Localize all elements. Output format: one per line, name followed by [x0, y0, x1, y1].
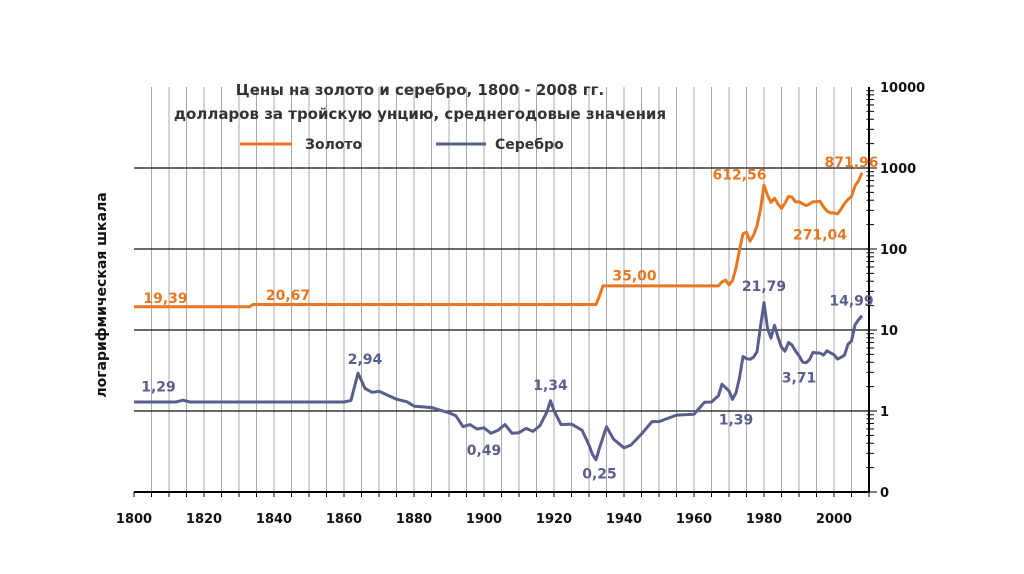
data-label: 1,29 [141, 380, 176, 396]
data-label: 2,94 [348, 352, 383, 368]
chart-title: Цены на золото и серебро, 1800 - 2008 гг… [236, 81, 604, 99]
x-tick-label: 1880 [396, 512, 432, 527]
data-label: 871,96 [824, 155, 878, 171]
legend: Золото Серебро [240, 137, 564, 153]
legend-label-silver: Серебро [495, 137, 564, 153]
data-label: 1,34 [533, 378, 568, 394]
tick-labels: 1800 1820 1840 1860 1880 1900 1920 1940 1960 1980… [116, 81, 925, 527]
x-tick-label: 1940 [606, 512, 642, 527]
x-tick-label: 2000 [816, 512, 852, 527]
legend-label-gold: Золото [305, 137, 363, 153]
chart-subtitle: долларов за тройскую унцию, среднегодовы… [174, 105, 666, 123]
data-labels: 19,39 20,67 35,00 612,56 871,96 271,04 1,29 2,9… [141, 155, 878, 482]
series-lines [134, 172, 864, 462]
x-tick-label: 1960 [676, 512, 712, 527]
data-label: 19,39 [143, 291, 187, 307]
y-tick-label: 10 [880, 324, 898, 339]
data-label: 612,56 [712, 168, 766, 184]
y-axis-label: логарифмическая шкала [94, 192, 110, 397]
x-tick-label: 1800 [116, 512, 152, 527]
x-tick-label: 1920 [536, 512, 572, 527]
data-label: 1,39 [719, 413, 754, 429]
y-tick-label: 1 [880, 405, 889, 420]
y-tick-label: 100 [880, 243, 907, 258]
axes [133, 87, 877, 497]
grid [134, 87, 869, 492]
data-label: 14,99 [829, 294, 873, 310]
series-line-silver [134, 301, 864, 462]
y-tick-label: 10000 [880, 81, 925, 96]
data-label: 3,71 [782, 370, 817, 386]
x-tick-label: 1820 [186, 512, 222, 527]
data-label: 20,67 [266, 288, 310, 304]
y-tick-label: 1000 [880, 162, 916, 177]
data-label: 0,49 [467, 443, 502, 459]
y-tick-label: 0 [880, 486, 889, 501]
x-tick-label: 1860 [326, 512, 362, 527]
x-tick-label: 1980 [746, 512, 782, 527]
data-label: 271,04 [793, 228, 847, 244]
data-label: 0,25 [582, 466, 617, 482]
x-tick-label: 1900 [466, 512, 502, 527]
x-tick-label: 1840 [256, 512, 292, 527]
data-label: 21,79 [742, 279, 786, 295]
data-label: 35,00 [612, 269, 657, 285]
series-line-gold [134, 172, 864, 309]
